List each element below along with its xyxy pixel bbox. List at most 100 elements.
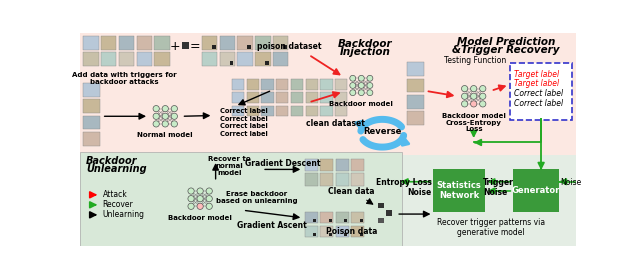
Bar [101, 52, 116, 66]
Text: Entropy Loss: Entropy Loss [376, 178, 432, 187]
Circle shape [188, 188, 194, 194]
Bar [344, 219, 348, 222]
Circle shape [479, 93, 486, 99]
Bar [320, 159, 333, 171]
Circle shape [358, 75, 364, 81]
Text: Target label: Target label [514, 70, 559, 79]
Bar [83, 132, 100, 145]
Bar [276, 105, 289, 116]
Bar [336, 159, 349, 171]
Bar [154, 52, 170, 66]
Bar [276, 79, 289, 90]
Circle shape [367, 75, 373, 81]
Bar [248, 45, 252, 49]
Text: Reverse: Reverse [363, 127, 401, 136]
Bar [83, 116, 100, 129]
Circle shape [461, 93, 468, 99]
Bar [83, 36, 99, 50]
Circle shape [153, 121, 159, 127]
Circle shape [461, 86, 468, 92]
Text: Recover trigger patterns via
generative model: Recover trigger patterns via generative … [436, 218, 545, 237]
Text: Backdoor: Backdoor [86, 156, 138, 166]
FancyBboxPatch shape [433, 169, 484, 212]
Bar [313, 233, 316, 236]
Bar [237, 52, 253, 66]
Circle shape [367, 83, 373, 88]
Text: Generator: Generator [511, 186, 560, 195]
Bar [305, 105, 318, 116]
Circle shape [188, 196, 194, 202]
Bar [360, 233, 363, 236]
Bar [291, 105, 303, 116]
Text: Recover: Recover [102, 200, 133, 209]
Text: Correct label: Correct label [220, 108, 268, 114]
Circle shape [367, 90, 373, 95]
Text: Correct label: Correct label [514, 99, 563, 108]
Bar [320, 212, 333, 223]
Bar [305, 92, 318, 103]
Text: clean dataset: clean dataset [307, 119, 365, 128]
Text: =: = [189, 41, 200, 54]
Bar [291, 79, 303, 90]
Text: Clean data: Clean data [328, 187, 374, 196]
FancyBboxPatch shape [513, 169, 559, 212]
Bar [246, 105, 259, 116]
Text: Gradient Descent: Gradient Descent [245, 159, 321, 168]
Bar [313, 219, 316, 222]
Bar [320, 225, 333, 237]
Bar [291, 92, 303, 103]
Bar [83, 99, 100, 113]
Bar [407, 95, 424, 108]
Text: &Trigger Recovery: &Trigger Recovery [452, 45, 560, 55]
Bar [351, 225, 364, 237]
Bar [335, 92, 348, 103]
Circle shape [162, 121, 168, 127]
Bar [305, 225, 318, 237]
Bar [305, 79, 318, 90]
Bar [378, 203, 384, 208]
Text: Injection: Injection [340, 47, 390, 57]
Bar [83, 83, 100, 97]
Bar [154, 36, 170, 50]
Bar [202, 36, 217, 50]
Circle shape [461, 101, 468, 107]
Circle shape [470, 101, 477, 107]
Text: Trigger: Trigger [483, 178, 514, 187]
Circle shape [162, 105, 168, 112]
Circle shape [206, 203, 212, 209]
Text: Noise: Noise [561, 178, 582, 187]
Text: Target label: Target label [514, 79, 559, 88]
Bar [378, 218, 384, 223]
Bar [237, 36, 253, 50]
Text: Model Prediction: Model Prediction [457, 37, 556, 47]
Bar [336, 225, 349, 237]
Bar [261, 92, 274, 103]
Text: Correct label: Correct label [220, 131, 268, 137]
Text: Attack: Attack [102, 190, 127, 199]
Text: Backdoor model: Backdoor model [442, 113, 506, 119]
Text: Correct label: Correct label [514, 89, 563, 98]
Bar [136, 52, 152, 66]
Bar [232, 92, 244, 103]
Bar [230, 61, 234, 65]
Bar [202, 52, 217, 66]
Bar [329, 233, 332, 236]
Bar [305, 159, 318, 171]
Circle shape [153, 105, 159, 112]
Bar [182, 42, 189, 49]
Bar [320, 105, 333, 116]
Bar [80, 152, 402, 246]
Bar [407, 62, 424, 76]
Circle shape [153, 113, 159, 120]
Bar [265, 61, 269, 65]
Text: Backdoor model: Backdoor model [168, 215, 232, 221]
FancyBboxPatch shape [510, 63, 572, 120]
Bar [320, 79, 333, 90]
Bar [336, 212, 349, 223]
Bar [83, 52, 99, 66]
Circle shape [479, 101, 486, 107]
Text: Backdoor model: Backdoor model [330, 101, 393, 107]
Bar [255, 36, 271, 50]
Text: Noise: Noise [483, 188, 508, 197]
Bar [276, 92, 289, 103]
